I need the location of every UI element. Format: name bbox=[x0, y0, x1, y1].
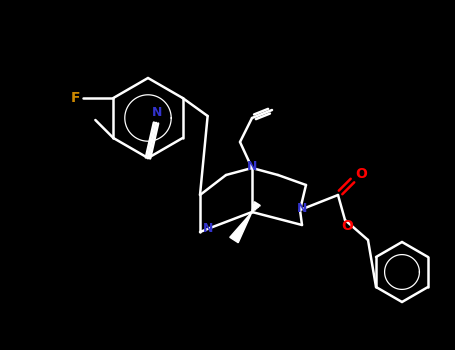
Text: N: N bbox=[247, 161, 257, 174]
Text: F: F bbox=[71, 91, 80, 105]
Text: N: N bbox=[297, 203, 307, 216]
Text: N: N bbox=[203, 222, 213, 235]
Text: O: O bbox=[341, 219, 353, 233]
Polygon shape bbox=[230, 212, 252, 243]
Text: N: N bbox=[152, 106, 162, 119]
Text: O: O bbox=[355, 167, 367, 181]
